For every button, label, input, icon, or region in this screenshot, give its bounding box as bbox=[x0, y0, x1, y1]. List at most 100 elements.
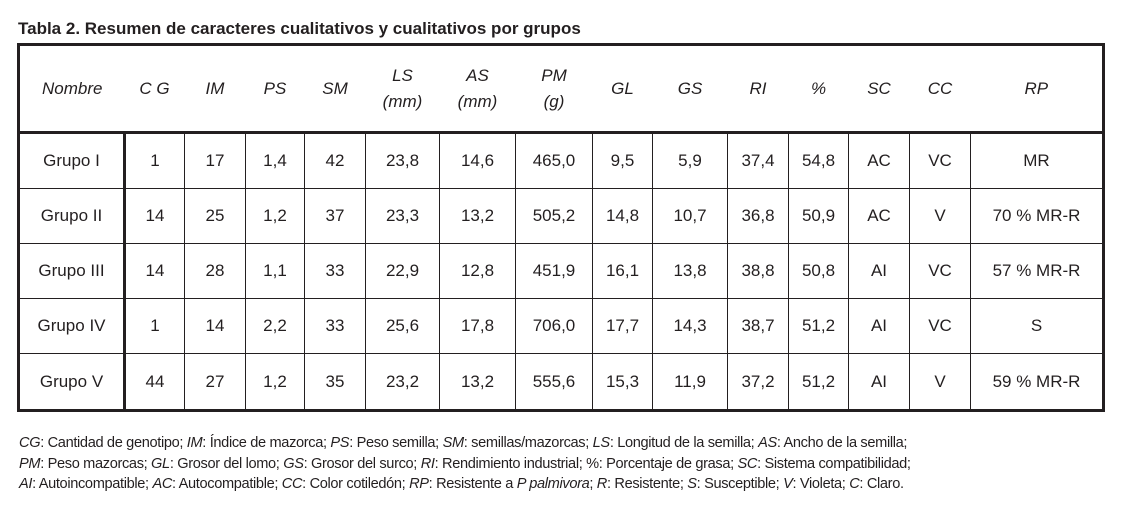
footnote-text: : Resistente a bbox=[428, 476, 517, 492]
table-cell: 17 bbox=[184, 132, 246, 189]
table-cell: 1 bbox=[124, 132, 185, 189]
footnote-text: : Sistema compatibilidad; bbox=[757, 455, 911, 472]
table-cell: 17,7 bbox=[592, 298, 653, 354]
column-header-line: AS bbox=[466, 65, 489, 85]
table-cell: 37,4 bbox=[727, 132, 789, 189]
column-header-line: SC bbox=[867, 78, 891, 98]
table-cell: 37 bbox=[304, 188, 366, 244]
table-cell: 5,9 bbox=[652, 132, 728, 189]
table-cell: AC bbox=[848, 188, 910, 244]
table-cell: 37,2 bbox=[727, 353, 789, 411]
table-cell: 57 % MR-R bbox=[970, 243, 1104, 299]
table-cell: S bbox=[970, 298, 1104, 354]
abbreviation: IM bbox=[186, 435, 203, 451]
table-cell: 1,2 bbox=[245, 188, 305, 244]
table-cell: 33 bbox=[304, 243, 366, 299]
group-name-cell: Grupo I bbox=[18, 132, 126, 189]
table-cell: 15,3 bbox=[592, 353, 653, 411]
table-cell: AI bbox=[848, 243, 910, 299]
column-header: PS bbox=[245, 44, 305, 134]
abbreviation: AS bbox=[758, 435, 777, 451]
table-cell: 51,2 bbox=[788, 298, 849, 354]
table-cell: 451,9 bbox=[515, 243, 593, 299]
footnote-line: AI: Autoincompatible; AC: Autocompatible… bbox=[19, 474, 1119, 495]
footnote-text: : Resistente; bbox=[607, 476, 688, 492]
table-cell: 9,5 bbox=[592, 132, 653, 189]
abbreviation: PS bbox=[330, 435, 350, 451]
table-cell: 22,9 bbox=[365, 243, 440, 299]
table-cell: 2,2 bbox=[245, 298, 305, 354]
column-header: AS (mm) bbox=[439, 44, 516, 134]
table-cell: 50,8 bbox=[788, 243, 849, 299]
table-cell: 23,3 bbox=[365, 188, 440, 244]
footnote-line: CG: Cantidad de genotipo; IM: Índice de … bbox=[19, 433, 1119, 454]
abbreviation: PM bbox=[19, 455, 41, 472]
table-cell: 13,8 bbox=[652, 243, 728, 299]
abbreviation: CC bbox=[281, 476, 303, 492]
column-header-line: PS bbox=[263, 78, 287, 98]
table-cell: 23,8 bbox=[365, 132, 440, 189]
footnote-text: : Ancho de la semilla; bbox=[776, 435, 908, 451]
table-cell: 465,0 bbox=[515, 132, 593, 189]
table-row: Grupo IV 1 14 2,2 33 25,6 17,8 706,0 17,7 14,3 38,… bbox=[18, 298, 1104, 354]
summary-table: Nombre C G IM PS SM LS (mm) AS (mm) PM (g) GL GS RI% S… bbox=[17, 43, 1105, 412]
table-cell: 10,7 bbox=[652, 188, 728, 244]
table-cell: 28 bbox=[184, 243, 246, 299]
abbreviation: CG bbox=[19, 435, 41, 451]
column-header: GS bbox=[652, 44, 728, 134]
table-row: Grupo III 14 28 1,1 33 22,9 12,8 451,9 16,1 13,8 3… bbox=[18, 243, 1104, 299]
column-header: SC bbox=[848, 44, 910, 134]
column-header: RP bbox=[970, 44, 1104, 134]
column-header-line: Nombre bbox=[42, 78, 103, 98]
footnote-text: : Claro. bbox=[859, 476, 904, 492]
footnote-text: : Rendimiento industrial; %: Porcentaje … bbox=[434, 455, 738, 472]
abbreviation: RP bbox=[409, 476, 429, 492]
table-cell: 70 % MR-R bbox=[970, 188, 1104, 244]
group-name-cell: Grupo V bbox=[18, 353, 126, 411]
footnote-text: : Cantidad de genotipo; bbox=[40, 435, 187, 451]
table-title: Tabla 2. Resumen de caracteres cualitati… bbox=[18, 19, 581, 38]
table-cell: AI bbox=[848, 298, 910, 354]
column-header: LS (mm) bbox=[365, 44, 440, 134]
column-header: RI bbox=[727, 44, 789, 134]
table-cell: V bbox=[909, 188, 971, 244]
table-row: Grupo I 1 17 1,4 42 23,8 14,6 465,0 9,5 5,9 37,4 54… bbox=[18, 132, 1104, 189]
table-cell: 14 bbox=[124, 243, 185, 299]
footnote-line: PM: Peso mazorcas; GL: Grosor del lomo; … bbox=[19, 454, 1119, 475]
footnote-text: : Color cotiledón; bbox=[302, 476, 410, 492]
table-cell: 54,8 bbox=[788, 132, 849, 189]
column-header-line: C G bbox=[139, 78, 170, 98]
abbreviation: V bbox=[783, 476, 793, 492]
table-cell: 14,3 bbox=[652, 298, 728, 354]
table-cell: 1 bbox=[124, 298, 185, 354]
column-header: C G bbox=[124, 44, 185, 134]
table-cell: 706,0 bbox=[515, 298, 593, 354]
abbreviation: R bbox=[596, 476, 608, 492]
table-cell: 14 bbox=[124, 188, 185, 244]
abbreviation: RI bbox=[420, 455, 435, 472]
column-header-line: IM bbox=[205, 78, 225, 98]
abbreviation: AC bbox=[152, 476, 173, 492]
table-cell: AI bbox=[848, 353, 910, 411]
table-cell: 1,1 bbox=[245, 243, 305, 299]
table-cell: 14,8 bbox=[592, 188, 653, 244]
column-header-line: (mm) bbox=[382, 91, 423, 111]
column-header-line: (g) bbox=[543, 91, 565, 111]
footnote-text: : Violeta; bbox=[792, 476, 850, 492]
table-cell: MR bbox=[970, 132, 1104, 189]
column-header-line: LS bbox=[392, 65, 413, 85]
column-header: % bbox=[788, 44, 849, 134]
table-cell: 36,8 bbox=[727, 188, 789, 244]
column-header-line: PM bbox=[541, 65, 567, 85]
table-row: Grupo II 14 25 1,2 37 23,3 13,2 505,2 14,8 10,7 36… bbox=[18, 188, 1104, 244]
abbreviation: SC bbox=[737, 455, 758, 472]
table-cell: 1,2 bbox=[245, 353, 305, 411]
footnote: CG: Cantidad de genotipo; IM: Índice de … bbox=[19, 433, 1119, 495]
table-cell: 59 % MR-R bbox=[970, 353, 1104, 411]
footnote-text: : Grosor del lomo; bbox=[169, 455, 284, 472]
table-cell: VC bbox=[909, 243, 971, 299]
abbreviation: AI bbox=[19, 476, 33, 492]
table-cell: 38,7 bbox=[727, 298, 789, 354]
column-header: Nombre bbox=[18, 44, 125, 134]
column-header: GL bbox=[592, 44, 653, 134]
